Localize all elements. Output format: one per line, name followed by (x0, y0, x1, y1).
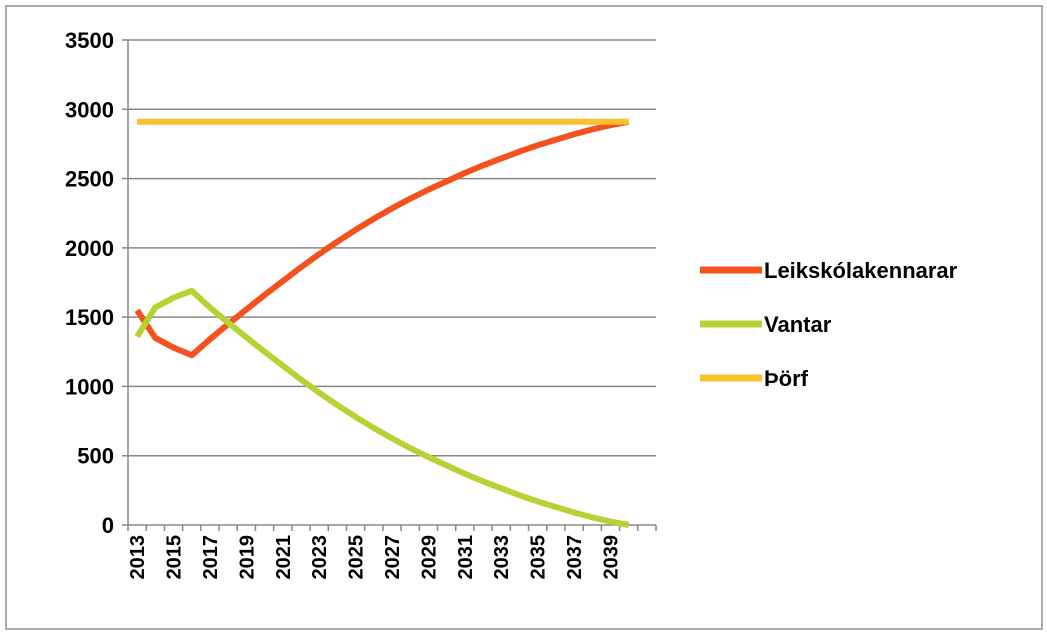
legend-label: Leikskólakennarar (764, 258, 958, 283)
legend-label: Vantar (764, 312, 832, 337)
legend-label: Þörf (764, 366, 809, 391)
x-tick-label: 2015 (164, 535, 186, 580)
x-tick-label: 2023 (309, 535, 331, 580)
x-tick-label: 2025 (346, 535, 368, 580)
x-tick-label: 2013 (127, 535, 149, 580)
y-tick-label: 500 (77, 444, 114, 469)
y-tick-label: 1500 (65, 305, 114, 330)
x-tick-label: 2029 (418, 535, 440, 580)
x-tick-label: 2035 (528, 535, 550, 580)
y-tick-label: 3500 (65, 28, 114, 53)
x-tick-label: 2019 (236, 535, 258, 580)
x-tick-label: 2027 (382, 535, 404, 580)
y-tick-label: 3000 (65, 97, 114, 122)
chart-border (5, 5, 1043, 630)
series-line (134, 118, 630, 359)
y-tick-label: 2500 (65, 167, 114, 192)
y-tick-label: 0 (102, 513, 114, 538)
x-tick-label: 2033 (491, 535, 513, 580)
x-tick-label: 2021 (273, 535, 295, 580)
x-tick-label: 2037 (564, 535, 586, 580)
x-tick-label: 2031 (455, 535, 477, 580)
y-tick-label: 2000 (65, 236, 114, 261)
x-tick-label: 2039 (600, 535, 622, 580)
y-tick-label: 1000 (65, 374, 114, 399)
x-tick-label: 2017 (200, 535, 222, 580)
series-line (134, 287, 630, 528)
